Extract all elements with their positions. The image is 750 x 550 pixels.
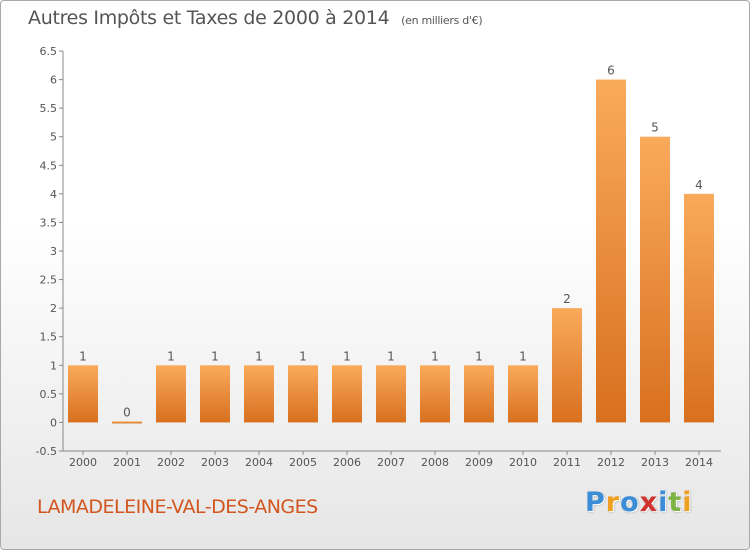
logo-letter: i (658, 487, 669, 518)
chart-unit: (en milliers d'€) (401, 14, 483, 27)
y-tick-label: 3.5 (40, 216, 58, 229)
data-label-2006: 1 (343, 349, 351, 363)
x-tick-label: 2014 (685, 456, 713, 469)
bar-2008 (420, 365, 450, 423)
data-label-2009: 1 (475, 349, 483, 363)
logo-letter: x (639, 487, 659, 518)
chart-title: Autres Impôts et Taxes de 2000 à 2014 (e… (28, 7, 483, 29)
logo-letter: t (668, 487, 683, 518)
y-axis: -0.5 0 0.5 1 1.5 2 2.5 3 3.5 4 4.5 5 5.5 6 6.5 (36, 45, 64, 458)
logo-letter: r (605, 487, 621, 518)
y-tick-label: 2 (50, 302, 57, 315)
y-tick-label: 1 (50, 359, 57, 372)
x-tick-label: 2004 (245, 456, 273, 469)
data-label-2012: 6 (607, 64, 615, 78)
y-tick-label: 0 (50, 416, 57, 429)
y-tick-label: 1.5 (40, 331, 58, 344)
logo-letter: P (585, 487, 606, 518)
bar-2009 (464, 365, 494, 423)
bar-2010 (508, 365, 538, 423)
y-tick-label: 0.5 (40, 388, 58, 401)
bar-2014 (684, 193, 714, 423)
x-tick-label: 2011 (553, 456, 581, 469)
data-label-2001: 0 (123, 405, 131, 419)
bar-2003 (200, 365, 230, 423)
data-label-2010: 1 (519, 349, 527, 363)
data-label-2000: 1 (79, 349, 87, 363)
proxiti-logo[interactable]: Proxiti (585, 487, 693, 518)
y-tick-label: 6 (50, 74, 57, 87)
x-tick-label: 2005 (289, 456, 317, 469)
x-tick-label: 2001 (113, 456, 141, 469)
bar-2005 (288, 365, 318, 423)
bar-2006 (332, 365, 362, 423)
data-label-2005: 1 (299, 349, 307, 363)
logo-letter: i (682, 487, 693, 518)
data-label-2002: 1 (167, 349, 175, 363)
bar-2013 (640, 136, 670, 423)
y-tick-label: 5.5 (40, 102, 58, 115)
logo-letter: o (620, 487, 640, 518)
x-tick-label: 2007 (377, 456, 405, 469)
x-tick-label: 2003 (201, 456, 229, 469)
y-tick-label: 4.5 (40, 159, 58, 172)
commune-name: LAMADELEINE-VAL-DES-ANGES (37, 496, 318, 518)
y-tick-label: 2.5 (40, 274, 58, 287)
x-tick-label: 2009 (465, 456, 493, 469)
y-tick-label: 6.5 (40, 45, 58, 58)
x-tick-label: 2000 (69, 456, 97, 469)
data-label-2011: 2 (563, 292, 571, 306)
x-tick-label: 2006 (333, 456, 361, 469)
bar-2002 (156, 365, 186, 423)
chart-title-text: Autres Impôts et Taxes de 2000 à 2014 (28, 7, 390, 29)
y-tick-label: -0.5 (36, 445, 57, 458)
bar-2011 (552, 308, 582, 423)
data-label-2008: 1 (431, 349, 439, 363)
data-label-2014: 4 (695, 178, 703, 192)
bar-2007 (376, 365, 406, 423)
x-axis: 2000 2001 2002 2003 2004 2005 2006 2007 2008 2009… (63, 450, 721, 469)
bar-2001 (112, 421, 142, 424)
x-tick-label: 2010 (509, 456, 537, 469)
bar-2000 (68, 365, 98, 423)
y-tick-label: 3 (50, 245, 57, 258)
y-tick-label: 5 (50, 131, 57, 144)
y-tick-label: 4 (50, 188, 57, 201)
x-tick-label: 2013 (641, 456, 669, 469)
bar-2012 (596, 79, 626, 423)
data-label-2004: 1 (255, 349, 263, 363)
x-tick-label: 2012 (597, 456, 625, 469)
x-tick-label: 2002 (157, 456, 185, 469)
data-label-2013: 5 (651, 121, 659, 135)
bars (68, 79, 714, 424)
data-label-2007: 1 (387, 349, 395, 363)
data-labels: 1 0 1 1 1 1 1 1 1 1 1 2 6 5 4 (79, 64, 703, 420)
x-tick-label: 2008 (421, 456, 449, 469)
bar-2004 (244, 365, 274, 423)
data-label-2003: 1 (211, 349, 219, 363)
